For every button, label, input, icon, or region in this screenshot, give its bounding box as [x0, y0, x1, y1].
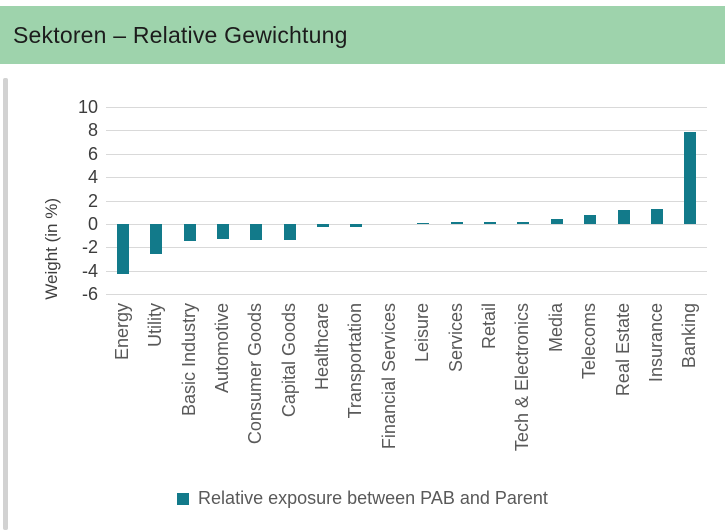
bar-energy [116, 223, 129, 275]
bar-insurance [650, 208, 663, 224]
category-label-leisure: Leisure [412, 303, 433, 363]
category-label-tech-electronics: Tech & Electronics [512, 303, 533, 452]
y-tick-label: -4 [81, 260, 98, 281]
bar-consumer-goods [250, 223, 263, 241]
category-label-automotive: Automotive [211, 303, 232, 394]
y-tick-label: 2 [87, 190, 98, 211]
left-scrollbar[interactable] [3, 78, 8, 530]
category-label-banking: Banking [679, 303, 700, 369]
category-label-energy: Energy [111, 303, 132, 361]
gridline--2 [106, 247, 707, 249]
y-tick-label: 0 [87, 213, 98, 234]
bar-services [450, 221, 463, 224]
gridline-8 [106, 130, 707, 132]
category-label-media: Media [545, 303, 566, 353]
bar-healthcare [317, 223, 329, 228]
gridline-2 [106, 200, 707, 202]
bar-leisure [417, 222, 430, 224]
bar-automotive [216, 223, 229, 240]
category-label-insurance: Insurance [645, 303, 666, 383]
page-title: Sektoren – Relative Gewichtung [13, 21, 348, 48]
bar-transportation [350, 223, 363, 228]
sector-weight-chart: Weight (in %) Relative exposure between … [0, 70, 725, 530]
legend-swatch [177, 492, 190, 505]
category-label-capital-goods: Capital Goods [278, 303, 299, 418]
bar-tech-electronics [517, 221, 530, 224]
y-tick-label: 8 [87, 120, 98, 141]
category-label-telecoms: Telecoms [579, 303, 600, 380]
bar-capital-goods [283, 223, 296, 241]
y-tick-label: 4 [87, 167, 98, 188]
gridline-6 [106, 153, 707, 155]
y-tick-label: 10 [77, 97, 98, 117]
legend: Relative exposure between PAB and Parent [0, 488, 725, 509]
bar-telecoms [584, 214, 597, 224]
bar-basic-industry [183, 223, 196, 242]
header-band: Sektoren – Relative Gewichtung [0, 6, 725, 64]
bar-banking [684, 131, 697, 224]
category-label-retail: Retail [479, 303, 499, 350]
gridline--6 [106, 294, 707, 295]
y-tick-label: -6 [81, 284, 98, 304]
category-label-consumer-goods: Consumer Goods [245, 303, 266, 445]
bar-retail [484, 221, 496, 224]
bar-media [550, 219, 563, 224]
gridline--4 [106, 270, 707, 272]
gridline-4 [106, 177, 707, 179]
category-label-services: Services [445, 303, 466, 373]
gridline-0 [106, 223, 707, 225]
category-label-utility: Utility [145, 303, 166, 347]
y-tick-label: -2 [81, 237, 98, 258]
category-label-transportation: Transportation [345, 303, 366, 419]
category-label-basic-industry: Basic Industry [178, 303, 199, 417]
y-tick-label: 6 [87, 143, 98, 164]
bar-utility [150, 223, 163, 255]
legend-label: Relative exposure between PAB and Parent [198, 488, 548, 508]
bar-real-estate [617, 209, 630, 224]
gridline-10 [106, 107, 707, 108]
category-label-financial-services: Financial Services [378, 303, 399, 450]
category-label-real-estate: Real Estate [612, 303, 633, 397]
category-label-healthcare: Healthcare [312, 303, 332, 391]
